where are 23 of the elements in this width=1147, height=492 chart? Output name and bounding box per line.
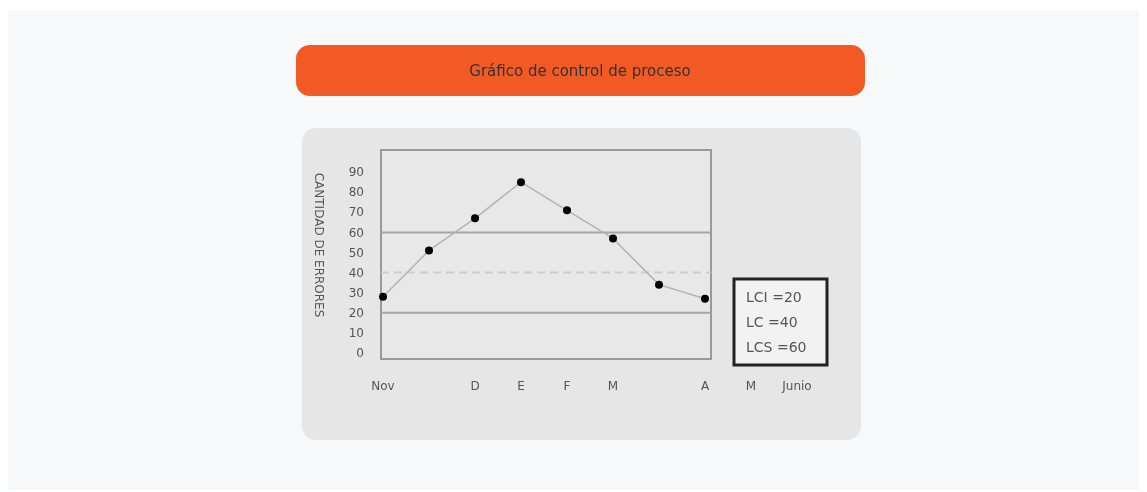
annotation: LCS =60 xyxy=(746,339,807,355)
chart-title: Gráfico de control de proceso xyxy=(469,62,691,80)
x-tick-label: E xyxy=(517,379,525,393)
x-tick-label: M xyxy=(607,379,619,393)
y-tick-label: 90 xyxy=(348,165,364,180)
y-axis-title: CANTIDAD DE ERRORES xyxy=(312,172,326,318)
x-tick-label: Nov xyxy=(371,379,395,393)
y-tick-label: 70 xyxy=(348,205,364,220)
y-tick-label: 40 xyxy=(348,265,364,280)
x-tick-label: M xyxy=(745,379,757,393)
y-tick-label: 30 xyxy=(348,285,364,300)
y-tick-label: 50 xyxy=(348,245,364,260)
y-tick-label: 0 xyxy=(356,346,364,361)
y-tick-label: 80 xyxy=(348,185,364,200)
annotation: LCI =20 xyxy=(746,289,802,305)
x-tick-label: Junio xyxy=(781,379,812,393)
x-tick-label: F xyxy=(563,379,571,393)
y-tick-label: 20 xyxy=(348,305,364,320)
y-tick-label: 60 xyxy=(348,225,364,240)
y-tick-label: 10 xyxy=(348,326,364,341)
x-tick-label: A xyxy=(700,379,710,393)
x-tick-label: D xyxy=(470,379,480,393)
annotation: LC =40 xyxy=(746,314,798,330)
